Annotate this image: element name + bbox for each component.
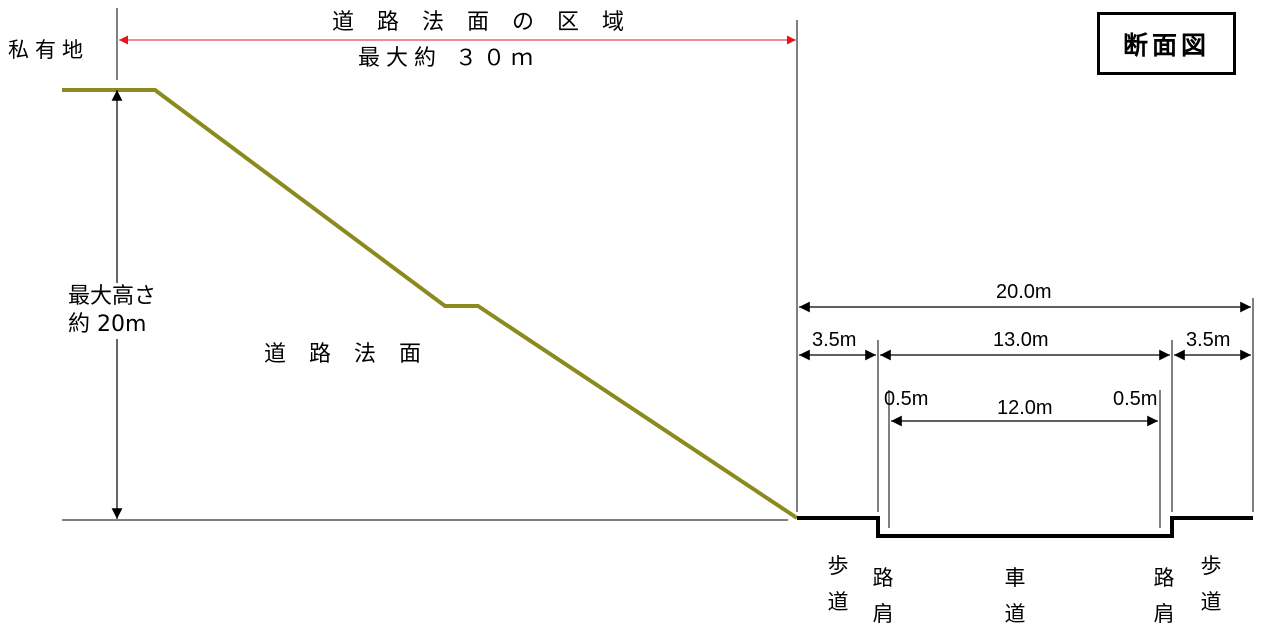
- carriageway-label: 車道: [1004, 566, 1026, 626]
- slope-area-label: 道 路 法 面 の 区 域: [332, 10, 632, 35]
- max-height-value: 約 20m: [68, 311, 147, 339]
- sidewalk-right-label: 歩道: [1200, 554, 1222, 614]
- shoulder-left-width-label: 0.5m: [884, 388, 929, 410]
- road-surface-profile: [797, 516, 1253, 538]
- slope-label: 道 路 法 面: [264, 342, 429, 367]
- slope-area-width-label: 最大約 ３０ｍ: [358, 46, 539, 71]
- sidewalk-right-width-label: 3.5m: [1186, 329, 1231, 351]
- shoulder-right-label: 路肩: [1153, 566, 1175, 626]
- private-land-label: 私有地: [8, 38, 89, 62]
- max-height-label: 最大高さ: [68, 283, 157, 311]
- sidewalk-left-label: 歩道: [827, 554, 849, 614]
- carriageway-width-label: 12.0m: [997, 397, 1053, 419]
- road-slope-profile: [62, 88, 799, 520]
- shoulder-right-width-label: 0.5m: [1113, 388, 1158, 410]
- sidewalk-left-width-label: 3.5m: [812, 329, 857, 351]
- between-curbs-width-label: 13.0m: [993, 329, 1049, 351]
- shoulder-left-label: 路肩: [872, 566, 894, 626]
- diagram-title: 断面図: [1097, 12, 1236, 75]
- total-width-label: 20.0m: [996, 281, 1052, 303]
